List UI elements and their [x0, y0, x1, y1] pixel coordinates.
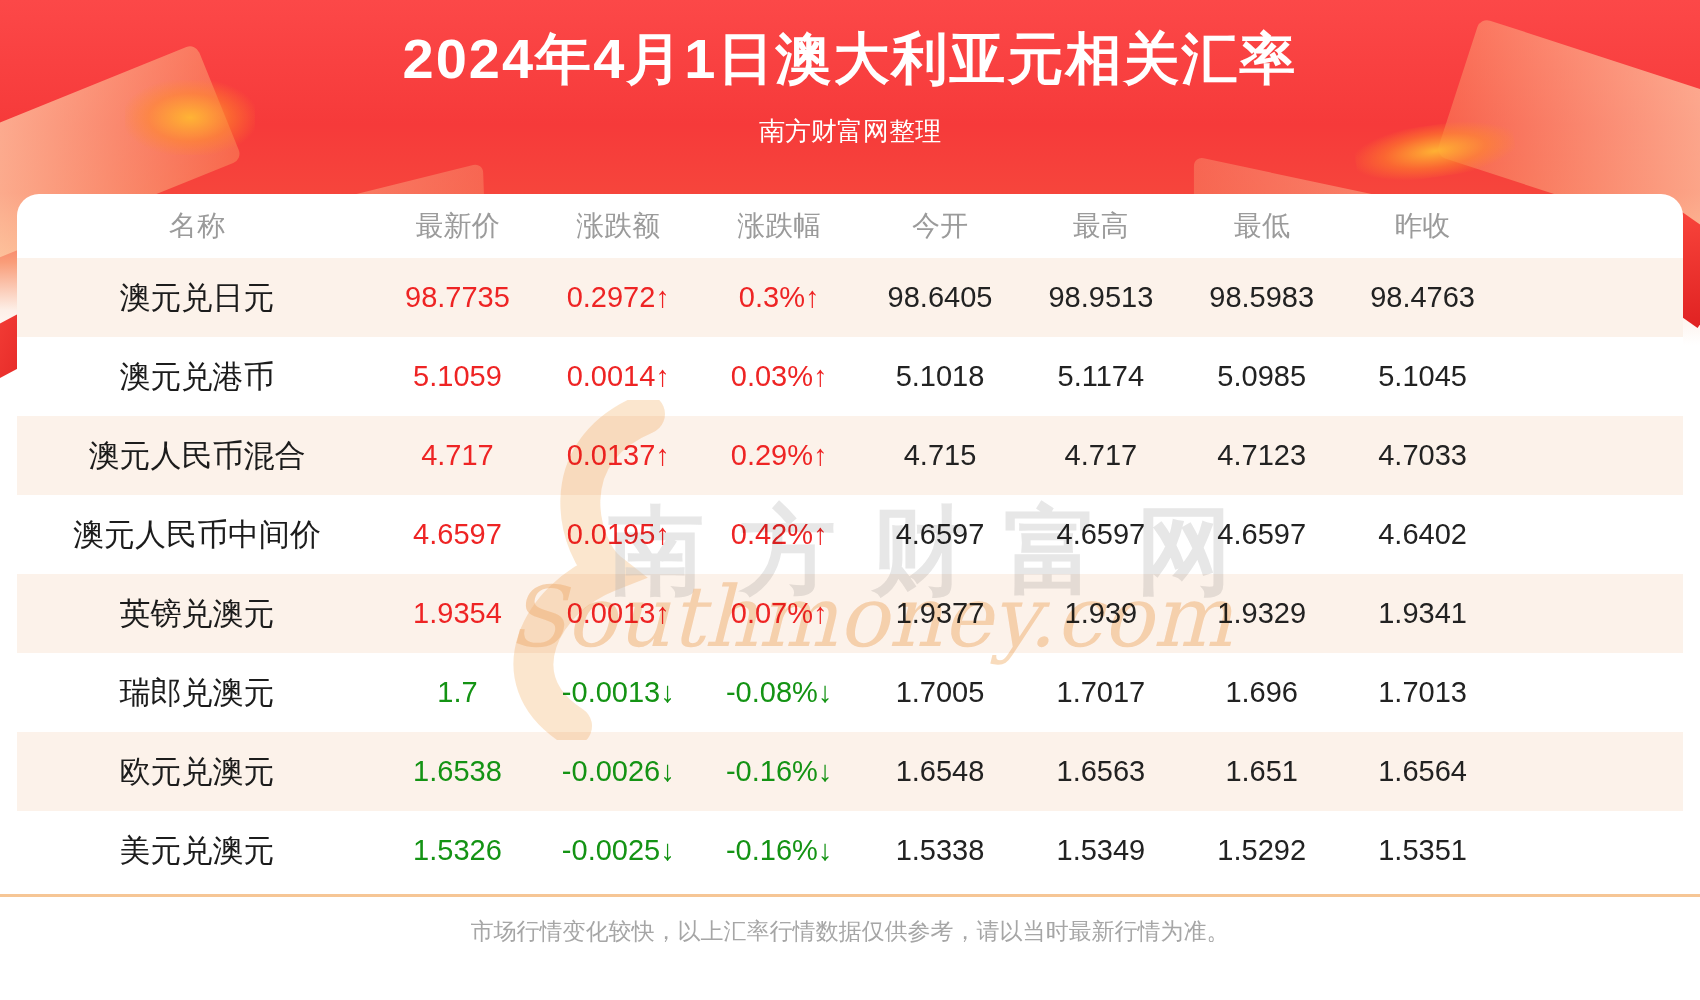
- footer-divider: [0, 894, 1700, 897]
- cell-change: 0.0014↑: [538, 360, 699, 393]
- column-header-prev-close: 昨收: [1342, 207, 1503, 245]
- cell-open: 4.715: [860, 439, 1021, 472]
- cell-high: 4.6597: [1020, 518, 1181, 551]
- cell-last: 4.6597: [377, 518, 538, 551]
- column-header-low: 最低: [1181, 207, 1342, 245]
- cell-low: 4.7123: [1181, 439, 1342, 472]
- cell-high: 1.5349: [1020, 834, 1181, 867]
- cell-change: -0.0026↓: [538, 755, 699, 788]
- cell-low: 1.651: [1181, 755, 1342, 788]
- page-subtitle: 南方财富网整理: [0, 114, 1700, 149]
- table-row: 欧元兑澳元 1.6538 -0.0026↓ -0.16%↓ 1.6548 1.6…: [17, 732, 1683, 811]
- table-row: 澳元兑港币 5.1059 0.0014↑ 0.03%↑ 5.1018 5.117…: [17, 337, 1683, 416]
- cell-last: 1.9354: [377, 597, 538, 630]
- cell-last: 5.1059: [377, 360, 538, 393]
- cell-open: 1.6548: [860, 755, 1021, 788]
- cell-prev-close: 1.5351: [1342, 834, 1503, 867]
- column-header-change-pct: 涨跌幅: [699, 207, 860, 245]
- cell-low: 4.6597: [1181, 518, 1342, 551]
- page-root: 2024年4月1日澳大利亚元相关汇率 南方财富网整理 名称 最新价 涨跌额 涨跌…: [0, 0, 1700, 1000]
- table-row: 澳元兑日元 98.7735 0.2972↑ 0.3%↑ 98.6405 98.9…: [17, 258, 1683, 337]
- cell-pair-name: 澳元兑日元: [17, 277, 377, 319]
- cell-change-pct: 0.42%↑: [699, 518, 860, 551]
- cell-pair-name: 英镑兑澳元: [17, 593, 377, 635]
- cell-last: 98.7735: [377, 281, 538, 314]
- table-row: 美元兑澳元 1.5326 -0.0025↓ -0.16%↓ 1.5338 1.5…: [17, 811, 1683, 890]
- page-title: 2024年4月1日澳大利亚元相关汇率: [0, 22, 1700, 98]
- cell-pair-name: 美元兑澳元: [17, 830, 377, 872]
- table-row: 澳元人民币中间价 4.6597 0.0195↑ 0.42%↑ 4.6597 4.…: [17, 495, 1683, 574]
- cell-pair-name: 澳元人民币中间价: [17, 514, 377, 556]
- cell-change: 0.2972↑: [538, 281, 699, 314]
- cell-open: 1.5338: [860, 834, 1021, 867]
- cell-high: 1.6563: [1020, 755, 1181, 788]
- column-header-high: 最高: [1020, 207, 1181, 245]
- cell-pair-name: 澳元人民币混合: [17, 435, 377, 477]
- cell-high: 5.1174: [1020, 360, 1181, 393]
- cell-high: 1.7017: [1020, 676, 1181, 709]
- cell-change-pct: -0.16%↓: [699, 834, 860, 867]
- table-row: 英镑兑澳元 1.9354 0.0013↑ 0.07%↑ 1.9377 1.939…: [17, 574, 1683, 653]
- table-row: 澳元人民币混合 4.717 0.0137↑ 0.29%↑ 4.715 4.717…: [17, 416, 1683, 495]
- cell-change-pct: 0.07%↑: [699, 597, 860, 630]
- table-row: 瑞郎兑澳元 1.7 -0.0013↓ -0.08%↓ 1.7005 1.7017…: [17, 653, 1683, 732]
- cell-prev-close: 1.9341: [1342, 597, 1503, 630]
- cell-change-pct: 0.3%↑: [699, 281, 860, 314]
- cell-last: 1.6538: [377, 755, 538, 788]
- cell-last: 1.7: [377, 676, 538, 709]
- table-header-row: 名称 最新价 涨跌额 涨跌幅 今开 最高 最低 昨收: [17, 194, 1683, 258]
- cell-pair-name: 瑞郎兑澳元: [17, 672, 377, 714]
- column-header-last: 最新价: [377, 207, 538, 245]
- cell-open: 4.6597: [860, 518, 1021, 551]
- cell-open: 1.7005: [860, 676, 1021, 709]
- cell-last: 1.5326: [377, 834, 538, 867]
- cell-prev-close: 4.7033: [1342, 439, 1503, 472]
- cell-change: 0.0195↑: [538, 518, 699, 551]
- cell-prev-close: 98.4763: [1342, 281, 1503, 314]
- cell-change-pct: 0.03%↑: [699, 360, 860, 393]
- column-header-change: 涨跌额: [538, 207, 699, 245]
- cell-high: 1.939: [1020, 597, 1181, 630]
- cell-change-pct: -0.16%↓: [699, 755, 860, 788]
- column-header-open: 今开: [860, 207, 1021, 245]
- cell-last: 4.717: [377, 439, 538, 472]
- cell-high: 4.717: [1020, 439, 1181, 472]
- cell-prev-close: 4.6402: [1342, 518, 1503, 551]
- cell-low: 5.0985: [1181, 360, 1342, 393]
- cell-change: 0.0137↑: [538, 439, 699, 472]
- cell-pair-name: 欧元兑澳元: [17, 751, 377, 793]
- rates-table: 名称 最新价 涨跌额 涨跌幅 今开 最高 最低 昨收 澳元兑日元 98.7735…: [17, 194, 1683, 890]
- cell-change-pct: -0.08%↓: [699, 676, 860, 709]
- cell-open: 5.1018: [860, 360, 1021, 393]
- cell-change: 0.0013↑: [538, 597, 699, 630]
- cell-open: 1.9377: [860, 597, 1021, 630]
- column-header-name: 名称: [17, 207, 377, 245]
- cell-high: 98.9513: [1020, 281, 1181, 314]
- cell-low: 1.9329: [1181, 597, 1342, 630]
- cell-pair-name: 澳元兑港币: [17, 356, 377, 398]
- cell-open: 98.6405: [860, 281, 1021, 314]
- cell-prev-close: 1.6564: [1342, 755, 1503, 788]
- cell-prev-close: 1.7013: [1342, 676, 1503, 709]
- cell-change: -0.0025↓: [538, 834, 699, 867]
- cell-low: 1.5292: [1181, 834, 1342, 867]
- cell-change: -0.0013↓: [538, 676, 699, 709]
- cell-prev-close: 5.1045: [1342, 360, 1503, 393]
- footer-note: 市场行情变化较快，以上汇率行情数据仅供参考，请以当时最新行情为准。: [0, 916, 1700, 947]
- cell-low: 98.5983: [1181, 281, 1342, 314]
- cell-change-pct: 0.29%↑: [699, 439, 860, 472]
- cell-low: 1.696: [1181, 676, 1342, 709]
